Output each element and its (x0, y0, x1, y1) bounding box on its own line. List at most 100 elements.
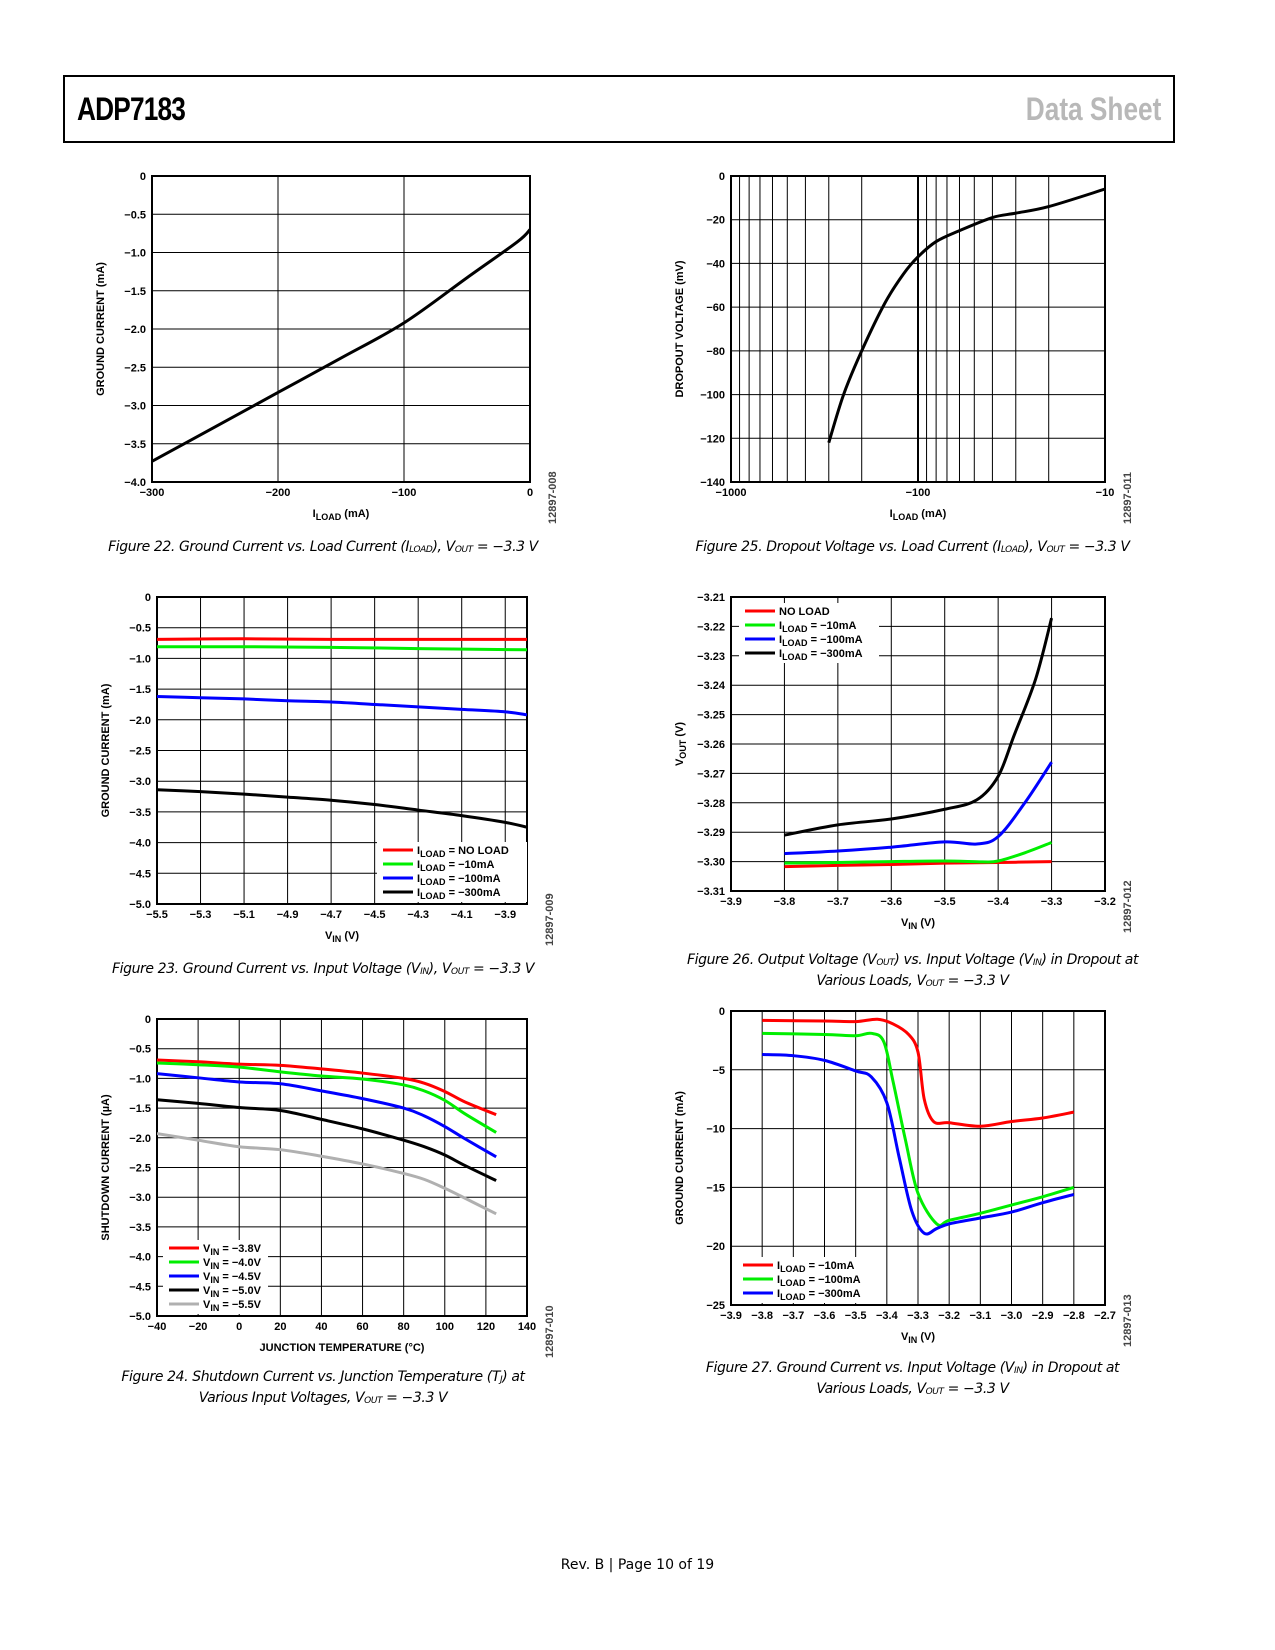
y-tick-label: −3.21 (697, 592, 725, 604)
series-line-3 (762, 1053, 1075, 1236)
x-tick-label: 120 (477, 1321, 495, 1333)
series-line-3 (784, 761, 1053, 856)
x-tick-label: −4.5 (364, 909, 386, 921)
y-tick-label: −2.0 (124, 324, 146, 336)
caption-fig27-line2: Various Loads, VOUT = −3.3 V (816, 1381, 1009, 1397)
x-tick-label: −20 (189, 1321, 208, 1333)
figure-tag: 12897-009 (544, 893, 556, 946)
x-tick-label: 140 (518, 1321, 536, 1333)
y-tick-label: −4.5 (129, 1281, 151, 1293)
x-tick-label: −3.5 (845, 1310, 867, 1322)
x-tick-label: −40 (148, 1321, 167, 1333)
x-axis-label: VIN (V) (325, 930, 359, 944)
y-tick-label: −4.5 (129, 868, 151, 880)
legend-label: VIN = −4.5V (203, 1271, 262, 1285)
y-tick-label: −0.5 (129, 623, 151, 635)
y-tick-label: −3.5 (129, 807, 151, 819)
y-tick-label: −4.0 (124, 477, 146, 489)
legend-label: ILOAD = −300mA (417, 887, 501, 901)
x-tick-label: −3.1 (969, 1310, 991, 1322)
y-tick-label: −120 (700, 433, 725, 445)
legend-label: ILOAD = −10mA (779, 620, 857, 634)
y-tick-label: −3.5 (124, 439, 146, 451)
y-tick-label: 0 (145, 592, 151, 604)
series-line-1 (157, 1058, 497, 1117)
series-line-1 (762, 1017, 1075, 1128)
legend-label: ILOAD = −10mA (417, 859, 495, 873)
figure-tag: 12897-011 (1122, 472, 1134, 524)
y-tick-label: −20 (706, 1241, 725, 1253)
figure-tag: 12897-008 (547, 471, 559, 524)
legend-label: ILOAD = −100mA (417, 873, 501, 887)
x-tick-label: −3.9 (720, 896, 742, 908)
y-tick-label: −3.0 (129, 776, 151, 788)
y-tick-label: −3.29 (697, 827, 725, 839)
legend-label: NO LOAD (779, 606, 830, 618)
series-line-4 (157, 788, 527, 829)
series-line-2 (762, 1031, 1075, 1227)
y-tick-label: −5 (712, 1065, 725, 1077)
x-tick-label: −4.7 (320, 909, 342, 921)
x-tick-label: 0 (527, 487, 533, 499)
plot-frame (730, 596, 1106, 892)
y-tick-label: −3.22 (697, 621, 725, 633)
product-title: ADP7183 (77, 91, 186, 127)
x-axis-label: JUNCTION TEMPERATURE (°C) (260, 1342, 425, 1354)
y-tick-label: 0 (719, 1006, 725, 1018)
y-tick-label: −1.5 (129, 684, 151, 696)
legend-label: ILOAD = −300mA (779, 648, 863, 662)
y-tick-label: −25 (706, 1300, 725, 1312)
series-line-1 (157, 637, 527, 641)
legend-label: ILOAD = NO LOAD (417, 845, 509, 859)
x-tick-label: −4.1 (451, 909, 473, 921)
series-line-4 (157, 1098, 497, 1182)
x-tick-label: 60 (356, 1321, 368, 1333)
y-tick-label: −1.0 (129, 653, 151, 665)
series-line-1 (784, 860, 1052, 869)
series-line-1 (827, 187, 1105, 444)
figure-tag: 12897-010 (544, 1305, 556, 1358)
x-tick-label: −5.1 (233, 909, 255, 921)
y-tick-label: −2.5 (124, 362, 146, 374)
x-tick-label: −2.8 (1063, 1310, 1085, 1322)
y-tick-label: −15 (706, 1182, 725, 1194)
y-axis-label: GROUND CURRENT (mA) (95, 262, 107, 396)
y-tick-label: −3.0 (129, 1192, 151, 1204)
x-tick-label: −3.7 (782, 1310, 804, 1322)
x-tick-label: −3.0 (1001, 1310, 1023, 1322)
x-tick-label: −2.7 (1094, 1310, 1116, 1322)
x-tick-label: −5.3 (190, 909, 212, 921)
x-axis-label: ILOAD (mA) (890, 508, 947, 522)
y-tick-label: −3.30 (697, 857, 725, 869)
x-axis-label: VIN (V) (901, 1331, 935, 1345)
y-tick-label: −3.28 (697, 798, 725, 810)
series-line-1 (152, 228, 530, 463)
caption-fig24-line1: Figure 24. Shutdown Current vs. Junction… (121, 1369, 525, 1385)
x-tick-label: −100 (906, 487, 931, 499)
y-tick-label: −5.0 (129, 1311, 151, 1323)
series-line-2 (157, 645, 527, 652)
x-axis-label: ILOAD (mA) (313, 508, 370, 522)
figure-tag: 12897-013 (1122, 1294, 1134, 1347)
y-tick-label: −20 (706, 215, 725, 227)
x-tick-label: −3.9 (494, 909, 516, 921)
x-tick-label: −4.9 (277, 909, 299, 921)
plot-frame (156, 596, 528, 905)
page-header: ADP7183 Data Sheet (63, 75, 1175, 143)
y-axis-label: SHUTDOWN CURRENT (µA) (100, 1094, 112, 1241)
caption-fig26-line1: Figure 26. Output Voltage (VOUT) vs. Inp… (686, 952, 1139, 968)
y-tick-label: −3.26 (697, 739, 725, 751)
x-tick-label: −3.7 (827, 896, 849, 908)
x-tick-label: −3.3 (907, 1310, 929, 1322)
x-tick-label: −2.9 (1032, 1310, 1054, 1322)
x-tick-label: −1000 (716, 487, 747, 499)
y-tick-label: −3.5 (129, 1222, 151, 1234)
y-tick-label: −3.23 (697, 651, 725, 663)
x-axis-label: VIN (V) (901, 917, 935, 931)
y-tick-label: −1.0 (129, 1073, 151, 1085)
x-tick-label: −3.5 (934, 896, 956, 908)
